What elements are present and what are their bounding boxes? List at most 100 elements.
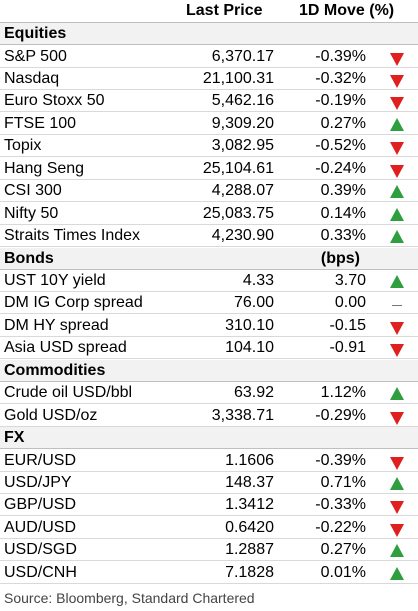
down-arrow-icon bbox=[390, 320, 404, 335]
last-price: 1.1606 bbox=[225, 451, 274, 469]
table-row: Asia USD spread 104.10 -0.91 bbox=[0, 337, 418, 360]
last-price: 148.37 bbox=[225, 474, 274, 491]
daily-move: 0.27% bbox=[320, 541, 366, 559]
up-arrow-icon bbox=[390, 117, 404, 132]
daily-move: 0.39% bbox=[320, 182, 366, 200]
up-arrow-icon bbox=[390, 185, 404, 199]
last-price: 7.1828 bbox=[225, 563, 274, 581]
up-arrow-icon bbox=[390, 207, 404, 222]
down-arrow-icon bbox=[390, 51, 404, 66]
last-price: 3,082.95 bbox=[211, 137, 274, 155]
daily-move: -0.39% bbox=[315, 451, 366, 469]
flat-dash-icon bbox=[390, 297, 404, 311]
instrument-name: Crude oil USD/bbl bbox=[4, 384, 133, 402]
instrument-name: DM HY spread bbox=[4, 316, 109, 334]
table-row: Hang Seng 25,104.61 -0.24% bbox=[0, 158, 418, 180]
last-price: 25,083.75 bbox=[202, 204, 274, 222]
instrument-name: S&P 500 bbox=[4, 47, 67, 65]
last-price: 104.10 bbox=[225, 339, 274, 357]
table-row: EUR/USD 1.1606 -0.39% bbox=[0, 450, 418, 472]
last-price: 4,288.07 bbox=[211, 182, 274, 200]
down-arrow-icon bbox=[390, 499, 404, 515]
daily-move: -0.39% bbox=[315, 47, 366, 65]
table-row: Crude oil USD/bbl 63.92 1.12% bbox=[0, 382, 418, 405]
table-row: Straits Times Index 4,230.90 0.33% bbox=[0, 225, 418, 247]
down-arrow-icon bbox=[390, 342, 404, 358]
instrument-name: AUD/USD bbox=[4, 518, 77, 536]
section-title: Commodities bbox=[4, 361, 106, 379]
daily-move: -0.29% bbox=[315, 406, 366, 424]
instrument-name: Euro Stoxx 50 bbox=[4, 92, 105, 110]
section-title: FX bbox=[4, 429, 25, 447]
instrument-name: UST 10Y yield bbox=[4, 271, 106, 289]
table-header: Last Price 1D Move (%) bbox=[0, 0, 418, 22]
last-price: 25,104.61 bbox=[202, 159, 274, 177]
down-arrow-icon bbox=[390, 522, 404, 537]
daily-move: 3.70 bbox=[334, 271, 366, 289]
instrument-name: GBP/USD bbox=[4, 496, 77, 514]
daily-move: -0.19% bbox=[315, 92, 366, 110]
down-arrow-icon bbox=[390, 455, 404, 470]
down-arrow-icon bbox=[390, 73, 404, 88]
section-header-row: Bonds (bps) bbox=[0, 247, 418, 270]
last-price: 6,370.17 bbox=[211, 47, 274, 65]
daily-move: -0.24% bbox=[315, 159, 366, 177]
section-header-row: FX bbox=[0, 427, 418, 450]
table-row: USD/CNH 7.1828 0.01% bbox=[0, 562, 418, 584]
instrument-name: Nifty 50 bbox=[4, 204, 59, 222]
table-row: S&P 500 6,370.17 -0.39% bbox=[0, 46, 418, 68]
last-price: 3,338.71 bbox=[211, 406, 274, 424]
instrument-name: DM IG Corp spread bbox=[4, 294, 143, 312]
instrument-name: Nasdaq bbox=[4, 69, 60, 87]
last-price: 1.2887 bbox=[225, 541, 274, 559]
down-arrow-icon bbox=[390, 163, 404, 178]
last-price: 5,462.16 bbox=[211, 92, 274, 110]
daily-move: 0.27% bbox=[320, 114, 366, 132]
instrument-name: USD/CNH bbox=[4, 563, 77, 581]
up-arrow-icon bbox=[390, 387, 404, 401]
table-row: CSI 300 4,288.07 0.39% bbox=[0, 180, 418, 203]
table-row: DM IG Corp spread 76.00 0.00 bbox=[0, 292, 418, 315]
instrument-name: Straits Times Index bbox=[4, 227, 141, 244]
table-row: DM HY spread 310.10 -0.15 bbox=[0, 315, 418, 337]
up-arrow-icon bbox=[390, 274, 404, 289]
down-arrow-icon bbox=[390, 95, 404, 111]
daily-move: 0.00 bbox=[334, 294, 366, 312]
table-row: Gold USD/oz 3,338.71 -0.29% bbox=[0, 405, 418, 427]
last-price: 1.3412 bbox=[225, 496, 274, 514]
daily-move: -0.15 bbox=[329, 316, 366, 334]
instrument-name: FTSE 100 bbox=[4, 114, 77, 132]
last-price: 76.00 bbox=[233, 294, 274, 312]
header-divider bbox=[0, 22, 418, 23]
header-1d-move: 1D Move (%) bbox=[299, 2, 395, 19]
table-row: Topix 3,082.95 -0.52% bbox=[0, 135, 418, 158]
table-row: Euro Stoxx 50 5,462.16 -0.19% bbox=[0, 90, 418, 113]
table-row: Nifty 50 25,083.75 0.14% bbox=[0, 203, 418, 225]
table-row: GBP/USD 1.3412 -0.33% bbox=[0, 494, 418, 517]
up-arrow-icon bbox=[390, 566, 404, 581]
instrument-name: CSI 300 bbox=[4, 182, 62, 200]
instrument-name: Topix bbox=[4, 137, 42, 155]
table-row: USD/SGD 1.2887 0.27% bbox=[0, 539, 418, 562]
last-price: 63.92 bbox=[233, 384, 274, 402]
down-arrow-icon bbox=[390, 410, 404, 425]
section-title: Equities bbox=[4, 25, 67, 42]
last-price: 9,309.20 bbox=[211, 114, 274, 132]
daily-move: 0.71% bbox=[320, 474, 366, 491]
table-row: AUD/USD 0.6420 -0.22% bbox=[0, 517, 418, 539]
up-arrow-icon bbox=[390, 544, 404, 558]
unit-label: (bps) bbox=[320, 249, 360, 267]
table-row: Nasdaq 21,100.31 -0.32% bbox=[0, 68, 418, 90]
daily-move: 0.01% bbox=[320, 563, 366, 581]
section-title: Bonds bbox=[4, 249, 54, 267]
daily-move: 0.14% bbox=[320, 204, 366, 222]
last-price: 0.6420 bbox=[225, 518, 274, 536]
last-price: 4,230.90 bbox=[211, 227, 274, 244]
section-header-row: Equities bbox=[0, 23, 418, 45]
instrument-name: Asia USD spread bbox=[4, 339, 127, 357]
up-arrow-icon bbox=[390, 230, 404, 244]
daily-move: -0.32% bbox=[315, 69, 366, 87]
daily-move: -0.52% bbox=[315, 137, 366, 155]
down-arrow-icon bbox=[390, 140, 404, 156]
section-header-row: Commodities bbox=[0, 359, 418, 382]
